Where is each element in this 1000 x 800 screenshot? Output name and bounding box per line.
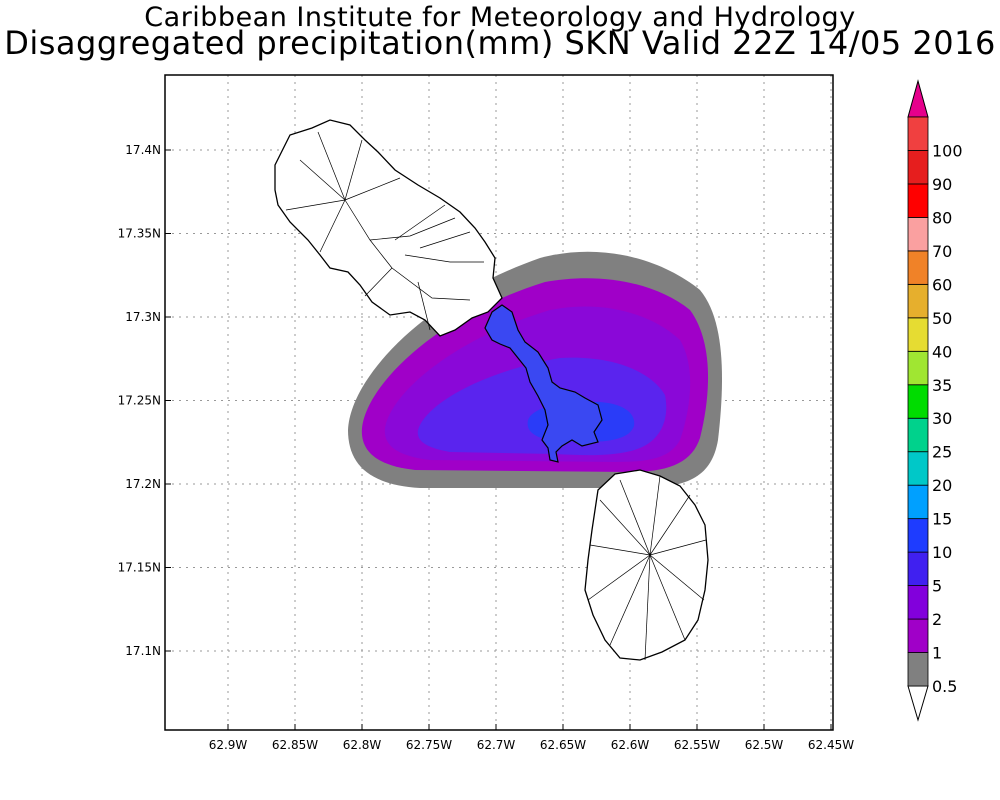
colorbar-swatch (907, 283, 929, 319)
colorbar-label: 40 (932, 342, 952, 361)
colorbar-swatch (907, 551, 929, 586)
colorbar-swatch (907, 585, 929, 620)
st-kitts-outline (274, 119, 503, 337)
lon-tick-label: 62.85W (272, 738, 318, 752)
colorbar-label: 25 (932, 443, 952, 462)
colorbar-swatch (907, 150, 929, 185)
southeast-peninsula (484, 304, 603, 463)
lat-tick-label: 17.2N (125, 477, 161, 491)
colorbar-label: 70 (932, 242, 952, 261)
colorbar-label: 0.5 (932, 677, 957, 696)
colorbar-label: 90 (932, 175, 952, 194)
colorbar-label: 100 (932, 141, 963, 160)
lat-tick-label: 17.25N (118, 394, 161, 408)
colorbar-swatch (907, 317, 929, 352)
lon-tick-label: 62.5W (745, 738, 784, 752)
colorbar-swatch (907, 451, 929, 486)
plot-frame (164, 74, 834, 731)
lat-tick-label: 17.15N (118, 561, 161, 575)
colorbar-swatch (907, 217, 929, 252)
colorbar-label: 5 (932, 577, 942, 596)
lat-tick-label: 17.1N (125, 644, 161, 658)
colorbar-label: 1 (932, 644, 942, 663)
lon-tick-label: 62.7W (477, 738, 516, 752)
lat-tick-label: 17.35N (118, 227, 161, 241)
lon-tick-label: 62.75W (406, 738, 452, 752)
lat-tick-label: 17.4N (125, 143, 161, 157)
lon-tick-label: 62.55W (674, 738, 720, 752)
colorbar-swatch (907, 116, 929, 151)
longitude-axis: 62.9W 62.85W 62.8W 62.75W 62.7W 62.65W 62.6W 62… (209, 724, 854, 752)
colorbar-swatch (907, 652, 929, 687)
colorbar-label: 10 (932, 543, 952, 562)
colorbar-label: 80 (932, 208, 952, 227)
colorbar-swatch (907, 183, 929, 218)
colorbar-label: 50 (932, 309, 952, 328)
lon-tick-label: 62.8W (343, 738, 382, 752)
colorbar-label: 20 (932, 476, 952, 495)
colorbar-swatch (907, 417, 929, 453)
colorbar-label: 15 (932, 510, 952, 529)
colorbar-lower-arrow (907, 685, 929, 722)
nevis-island (584, 469, 709, 661)
colorbar-label: 2 (932, 610, 942, 629)
institute-title: Caribbean Institute for Meteorology and … (144, 2, 856, 33)
colorbar-swatch (907, 384, 929, 419)
lon-tick-label: 62.45W (808, 738, 854, 752)
colorbar-swatch (907, 484, 929, 520)
colorbar-label: 35 (932, 376, 952, 395)
product-title: Disaggregated precipitation(mm) SKN Vali… (4, 24, 996, 62)
latitude-axis: 17.4N 17.35N 17.3N 17.25N 17.2N 17.15N 17.1N (118, 143, 171, 658)
colorbar-label: 30 (932, 409, 952, 428)
colorbar-swatch (907, 350, 929, 386)
colorbar-swatch (907, 518, 929, 553)
lon-tick-label: 62.9W (209, 738, 248, 752)
lon-tick-label: 62.6W (611, 738, 650, 752)
colorbar-label: 60 (932, 275, 952, 294)
colorbar-swatch (907, 250, 929, 285)
colorbar-swatch (907, 618, 929, 653)
st-kitts-island (274, 119, 503, 337)
lat-tick-label: 17.3N (125, 310, 161, 324)
colorbar-upper-arrow (907, 79, 929, 118)
lon-tick-label: 62.65W (540, 738, 586, 752)
